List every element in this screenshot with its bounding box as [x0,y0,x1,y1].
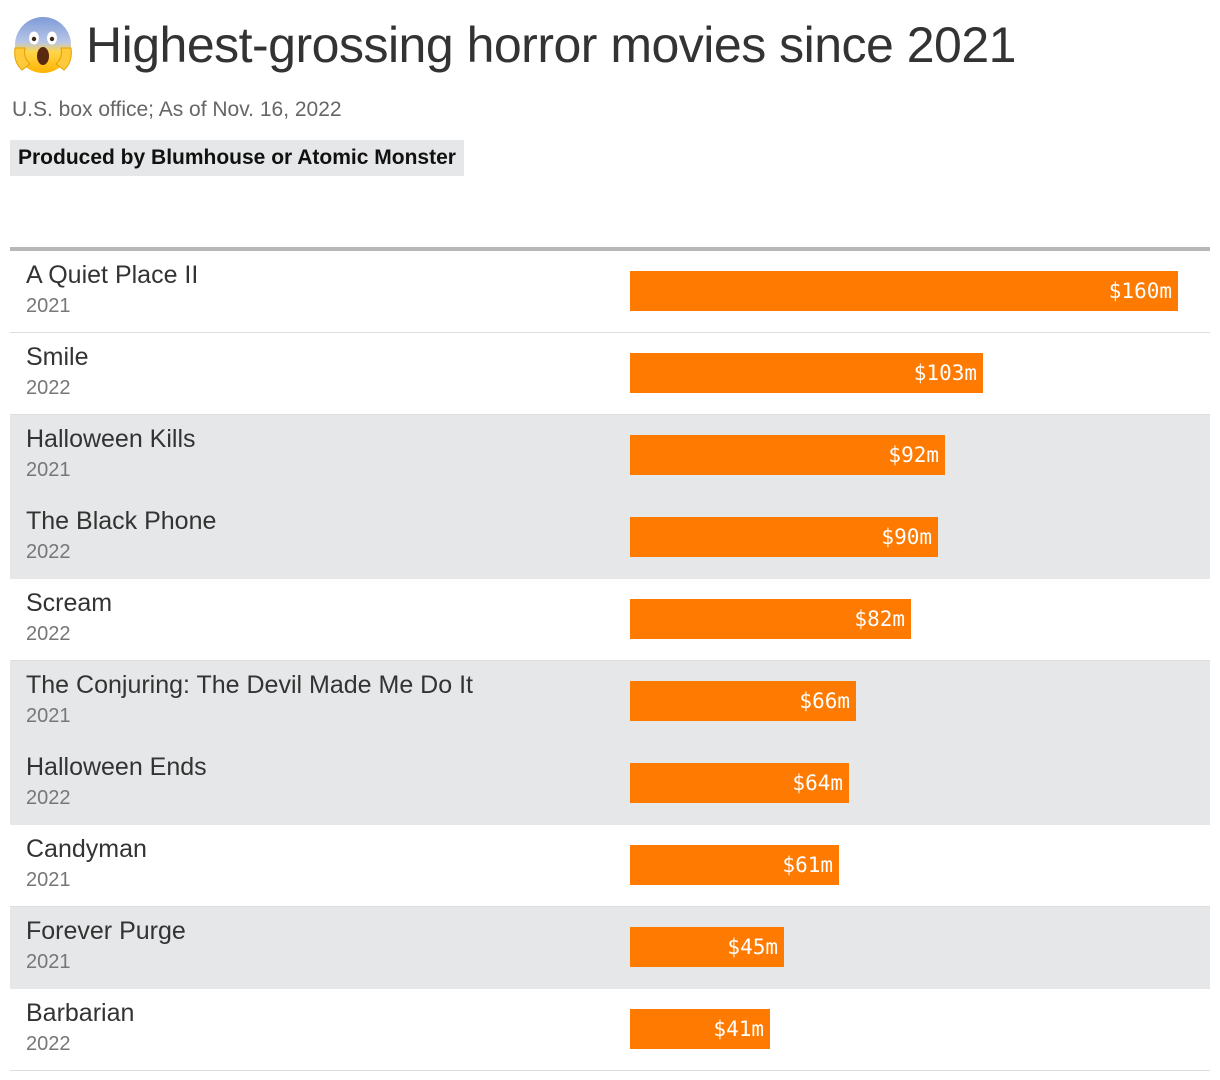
bar-value-label: $92m [888,443,939,467]
table-row: Halloween Kills 2021 $92m [10,415,1210,497]
bar: $45m [630,927,784,967]
bar: $92m [630,435,945,475]
movie-name: Halloween Kills [26,425,196,453]
bar: $160m [630,271,1178,311]
movie-year: 2021 [26,295,71,317]
movie-name: Halloween Ends [26,753,207,781]
table-row: The Conjuring: The Devil Made Me Do It 20… [10,661,1210,743]
bar: $103m [630,353,983,393]
movie-year: 2021 [26,459,71,481]
movie-year: 2021 [26,951,71,973]
table-row: Halloween Ends 2022 $64m [10,743,1210,825]
bar: $66m [630,681,856,721]
bar: $90m [630,517,938,557]
bar: $41m [630,1009,770,1049]
title-row: Highest-grossing horror movies since 202… [12,14,1208,76]
table-row: Barbarian 2022 $41m [10,989,1210,1071]
bar-value-label: $160m [1108,279,1172,303]
movie-name: Smile [26,343,89,371]
legend-highlight-label: Produced by Blumhouse or Atomic Monster [10,140,464,176]
bar-value-label: $45m [727,935,778,959]
chart-rows: A Quiet Place II 2021 $160m Smile 2022 $103m H… [10,251,1210,1071]
movie-year: 2022 [26,541,71,563]
movie-year: 2022 [26,377,71,399]
table-row: The Black Phone 2022 $90m [10,497,1210,579]
movie-name: Forever Purge [26,917,186,945]
bar: $61m [630,845,839,885]
bar-value-label: $90m [881,525,932,549]
screaming-face-emoji-icon [12,14,74,76]
bar: $82m [630,599,911,639]
movie-year: 2021 [26,705,71,727]
movie-name: Scream [26,589,113,617]
table-row: Forever Purge 2021 $45m [10,907,1210,989]
table-row: Candyman 2021 $61m [10,825,1210,907]
chart-subtitle: U.S. box office; As of Nov. 16, 2022 [12,98,342,121]
bar-value-label: $82m [854,607,905,631]
table-row: Scream 2022 $82m [10,579,1210,661]
movie-name: Barbarian [26,999,135,1027]
movie-year: 2022 [26,623,71,645]
top-rule [10,247,1210,251]
chart-title: Highest-grossing horror movies since 202… [86,17,1016,73]
movie-name: The Conjuring: The Devil Made Me Do It [26,671,473,699]
bar-value-label: $66m [799,689,850,713]
table-row: Smile 2022 $103m [10,333,1210,415]
movie-name: Candyman [26,835,147,863]
table-row: A Quiet Place II 2021 $160m [10,251,1210,333]
movie-name: A Quiet Place II [26,261,199,289]
bar-value-label: $64m [792,771,843,795]
bar-value-label: $61m [782,853,833,877]
movie-year: 2022 [26,1033,71,1055]
bar-chart: A Quiet Place II 2021 $160m Smile 2022 $103m H… [10,247,1210,1071]
movie-year: 2021 [26,869,71,891]
bar: $64m [630,763,849,803]
bar-value-label: $103m [913,361,977,385]
movie-year: 2022 [26,787,71,809]
chart-header: Highest-grossing horror movies since 202… [10,14,1208,176]
movie-name: The Black Phone [26,507,217,535]
bar-value-label: $41m [713,1017,764,1041]
